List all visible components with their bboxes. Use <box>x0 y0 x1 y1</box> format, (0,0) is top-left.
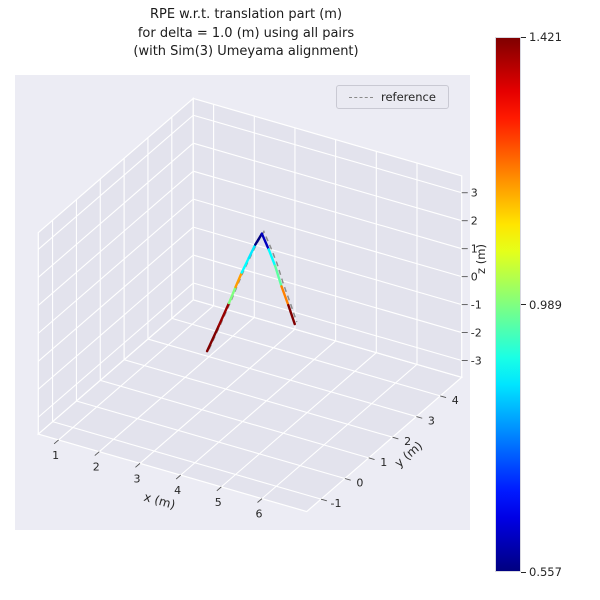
x-tick-label: 3 <box>133 472 140 485</box>
grid-line-x-floor <box>58 305 214 441</box>
grid-line-z-back <box>193 282 462 362</box>
x-tick-label: 6 <box>255 508 262 521</box>
x-tick-mark <box>53 439 59 445</box>
y-tick-mark <box>440 395 447 399</box>
colorbar-tick-label: 0.557 <box>529 565 562 579</box>
grid-line-x-floor <box>98 317 255 453</box>
grid-line-y-floor <box>147 338 417 418</box>
x-tick-label: 4 <box>174 484 181 497</box>
y-tick-label: 0 <box>356 477 363 490</box>
trajectory-colored-segment <box>234 271 243 289</box>
trajectory-colored-segment <box>273 264 283 288</box>
trajectory-colored-segment <box>240 256 250 274</box>
z-tick-label: 1 <box>471 243 478 256</box>
z-tick-label: 3 <box>471 187 478 200</box>
y-tick-label: 2 <box>404 435 411 448</box>
z-axis-label: z (m) <box>473 244 488 274</box>
y-tick-mark <box>344 478 351 481</box>
colorbar-tick-label: 1.421 <box>529 30 562 44</box>
y-tick-mark <box>416 416 423 419</box>
grid-line-z-back <box>193 254 462 334</box>
trajectory-colored-segment <box>287 303 296 326</box>
y-tick-label: 4 <box>452 394 459 407</box>
grid-line-z-left <box>37 114 194 250</box>
grid-line-z-back <box>193 198 462 278</box>
grid-line-x-floor <box>261 363 418 500</box>
grid-line-y-floor <box>100 379 369 459</box>
z-tick-label: -2 <box>471 327 482 340</box>
colorbar-tick-mark <box>521 304 526 306</box>
colorbar-tick-mark <box>521 571 526 573</box>
grid-line-x-floor <box>180 340 336 476</box>
grid-line-z-left <box>37 254 194 390</box>
z-tick-label: -3 <box>471 355 482 368</box>
y-tick-mark <box>392 436 399 440</box>
x-tick-mark <box>216 486 222 492</box>
colorbar-tick-label: 0.989 <box>529 297 562 312</box>
z-tick-label: 2 <box>471 215 478 228</box>
x-tick-label: 5 <box>215 496 222 509</box>
y-tick-mark <box>368 457 375 460</box>
legend: reference <box>336 85 449 109</box>
grid-line-z-left <box>37 198 194 334</box>
trajectory-colored-segment <box>217 301 231 328</box>
grid-line-x-floor <box>139 328 296 464</box>
trajectory-colored-segment <box>254 232 264 246</box>
grid-line-z-left <box>37 170 194 306</box>
trajectory-colored-segment <box>267 248 277 267</box>
x-tick-label: 2 <box>93 461 100 474</box>
trajectory-colored-segment <box>205 325 220 353</box>
plot-title-line1: RPE w.r.t. translation part (m) <box>149 7 343 22</box>
colorbar <box>495 37 521 572</box>
legend-item-label: reference <box>381 90 436 104</box>
x-tick-mark <box>175 474 181 480</box>
grid-line-y-floor <box>123 359 393 438</box>
colorbar-tick-mark <box>521 36 526 38</box>
trajectory-colored-segment <box>247 243 257 260</box>
grid-line-z-back <box>193 142 462 222</box>
trajectory-colored-segment <box>227 285 237 305</box>
x-tick-mark <box>257 498 263 503</box>
grid-line-z-back <box>193 114 462 194</box>
trajectory-colored-segment <box>280 285 290 307</box>
y-tick-label: 3 <box>428 415 435 428</box>
plot-title: RPE w.r.t. translation part (m) for delt… <box>0 6 492 62</box>
y-tick-label: 1 <box>380 456 387 469</box>
y-tick-label: -1 <box>331 497 342 510</box>
grid-line-y-floor <box>76 400 346 480</box>
grid-line-z-left <box>37 142 194 278</box>
plot-title-line2: for delta = 1.0 (m) using all pairs <box>137 25 355 41</box>
grid-line-z-back <box>193 226 462 306</box>
plot-title-line3: (with Sim(3) Umeyama alignment) <box>133 44 359 59</box>
legend-dashed-line-icon <box>349 96 373 98</box>
x-tick-label: 1 <box>52 449 59 462</box>
x-tick-mark <box>94 451 100 456</box>
grid-line-x-floor <box>220 352 377 488</box>
grid-line-y-floor <box>52 421 322 500</box>
y-tick-mark <box>320 498 327 502</box>
grid-line-z-left <box>37 282 194 418</box>
grid-line-z-back <box>193 170 462 250</box>
trajectory-colored-segment <box>260 232 270 251</box>
x-tick-mark <box>135 463 141 468</box>
z-tick-label: -1 <box>471 299 482 312</box>
grid-line-z-left <box>37 226 194 362</box>
z-tick-label: 0 <box>471 271 478 284</box>
